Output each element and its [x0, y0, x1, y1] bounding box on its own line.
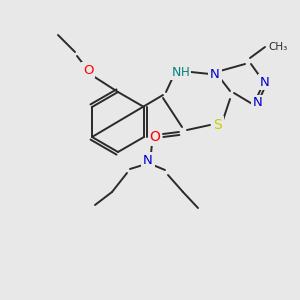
Text: O: O: [83, 64, 93, 76]
Text: CH₃: CH₃: [268, 42, 287, 52]
Text: N: N: [260, 76, 270, 88]
Text: N: N: [171, 65, 181, 79]
Text: O: O: [150, 130, 160, 144]
Text: N: N: [210, 68, 220, 80]
Text: S: S: [214, 118, 222, 132]
Text: H: H: [181, 65, 189, 79]
Text: N: N: [253, 97, 263, 110]
Text: N: N: [143, 154, 153, 166]
